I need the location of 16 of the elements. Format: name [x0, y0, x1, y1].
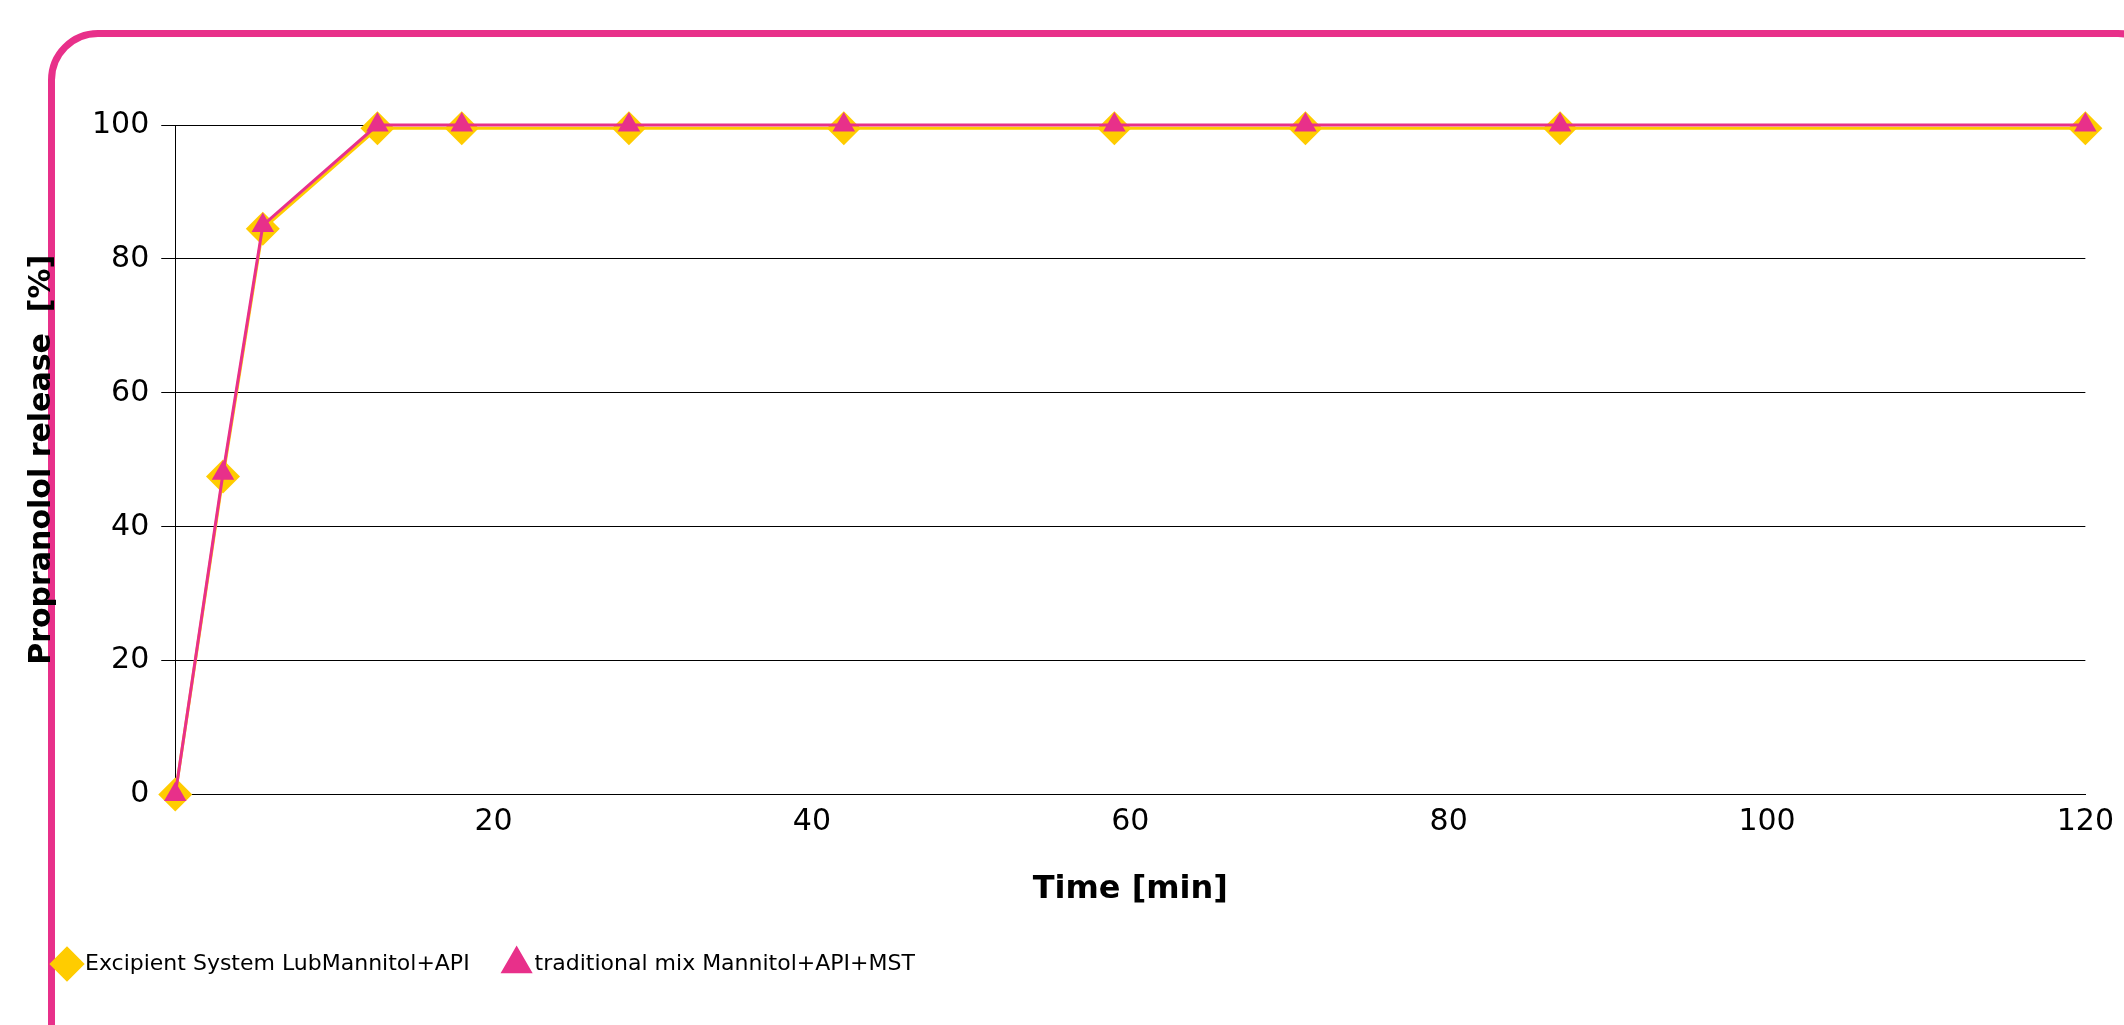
y-tick-label: 20 — [111, 640, 150, 676]
y-tick-label: 80 — [111, 238, 150, 274]
x-tick-label: 60 — [1111, 802, 1150, 838]
legend-label: traditional mix Mannitol+API+MST — [534, 949, 916, 975]
x-tick-label: 120 — [2056, 802, 2114, 838]
x-tick-label: 100 — [1738, 802, 1796, 838]
x-tick-label: 20 — [474, 802, 513, 838]
y-tick-label: 40 — [111, 506, 150, 542]
y-tick-label: 60 — [111, 372, 150, 408]
x-tick-label: 40 — [792, 802, 832, 838]
x-tick-label: 80 — [1429, 802, 1468, 838]
y-tick-label: 100 — [92, 104, 150, 140]
y-axis-title: Propranolol release [%] — [21, 254, 57, 665]
legend-label: Excipient System LubMannitol+API — [85, 949, 470, 975]
x-axis-title: Time [min] — [1032, 868, 1228, 907]
y-tick-label: 0 — [130, 774, 150, 810]
